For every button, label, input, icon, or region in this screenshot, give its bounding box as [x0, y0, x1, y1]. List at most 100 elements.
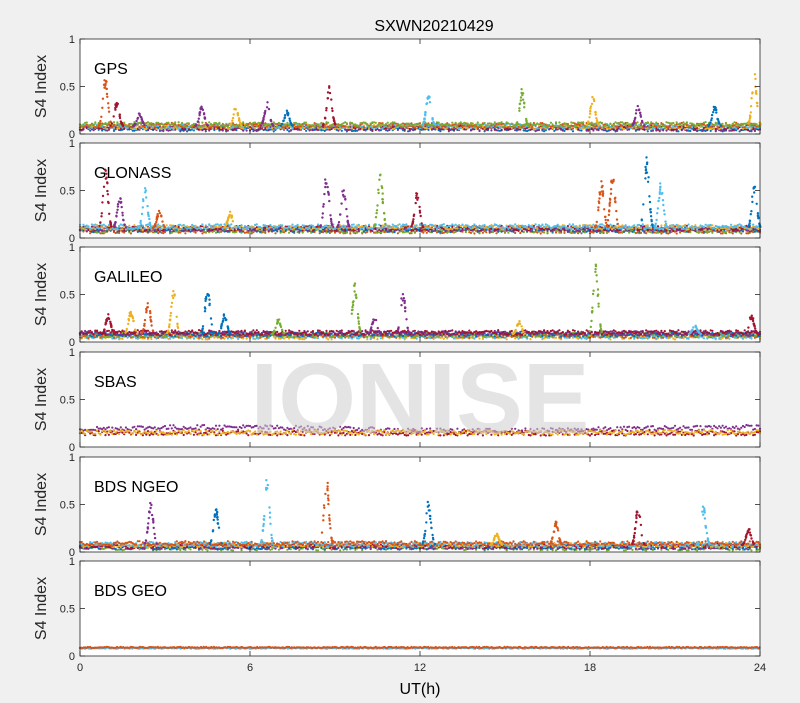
- data-point: [756, 102, 758, 104]
- data-point: [363, 231, 365, 233]
- data-point: [266, 101, 268, 103]
- data-point: [147, 126, 149, 128]
- data-point: [693, 123, 695, 125]
- data-point: [562, 129, 564, 131]
- data-point: [609, 123, 611, 125]
- data-point: [154, 230, 156, 232]
- data-point: [558, 232, 560, 234]
- data-point: [106, 230, 108, 232]
- data-point: [489, 126, 491, 128]
- data-point: [456, 126, 458, 128]
- data-point: [750, 105, 752, 107]
- data-point: [107, 102, 109, 104]
- data-point: [750, 126, 752, 128]
- data-point: [390, 126, 392, 128]
- data-point: [604, 125, 606, 127]
- data-point: [710, 119, 712, 121]
- data-point: [287, 112, 289, 114]
- data-point: [204, 116, 206, 118]
- data-point: [604, 129, 606, 131]
- data-point: [635, 112, 637, 114]
- data-point: [366, 123, 368, 125]
- data-point: [756, 123, 758, 125]
- data-point: [409, 128, 411, 130]
- data-point: [744, 126, 746, 128]
- data-point: [715, 111, 717, 113]
- data-point: [643, 125, 645, 127]
- data-point: [575, 128, 577, 130]
- data-point: [189, 231, 191, 233]
- data-point: [699, 231, 701, 233]
- data-point: [145, 229, 147, 231]
- data-point: [453, 231, 455, 233]
- data-point: [106, 124, 108, 126]
- data-point: [286, 110, 288, 112]
- data-point: [181, 122, 183, 124]
- data-point: [104, 83, 106, 85]
- data-point: [268, 127, 270, 129]
- data-point: [145, 123, 147, 125]
- data-point: [718, 231, 720, 233]
- data-point: [588, 116, 590, 118]
- data-point: [274, 232, 276, 234]
- data-point: [96, 125, 98, 127]
- data-point: [414, 126, 416, 128]
- data-point: [346, 122, 348, 124]
- data-point: [195, 124, 197, 126]
- data-point: [725, 231, 727, 233]
- data-point: [195, 232, 197, 234]
- data-point: [567, 230, 569, 232]
- data-point: [429, 101, 431, 103]
- data-point: [273, 130, 275, 132]
- data-point: [453, 129, 455, 131]
- data-point: [264, 128, 266, 130]
- data-point: [261, 122, 263, 124]
- data-point: [108, 111, 110, 113]
- data-point: [742, 230, 744, 232]
- data-point: [400, 123, 402, 125]
- y-axis-label: S4 Index: [33, 55, 50, 118]
- data-point: [523, 102, 525, 104]
- data-point: [351, 122, 353, 124]
- data-point: [101, 107, 103, 109]
- data-point: [725, 122, 727, 124]
- data-point: [750, 97, 752, 99]
- data-point: [427, 129, 429, 131]
- data-point: [450, 125, 452, 127]
- data-point: [686, 121, 688, 123]
- data-point: [672, 122, 674, 124]
- data-point: [240, 123, 242, 125]
- data-point: [246, 130, 248, 132]
- data-point: [560, 230, 562, 232]
- data-point: [714, 108, 716, 110]
- data-point: [523, 106, 525, 108]
- data-point: [711, 232, 713, 234]
- data-point: [223, 127, 225, 129]
- data-point: [315, 128, 317, 130]
- data-point: [639, 112, 641, 114]
- data-point: [212, 229, 214, 231]
- data-point: [558, 121, 560, 123]
- data-point: [270, 119, 272, 121]
- data-point: [591, 122, 593, 124]
- data-point: [84, 125, 86, 127]
- data-point: [730, 231, 732, 233]
- data-point: [378, 123, 380, 125]
- data-point: [233, 113, 235, 115]
- data-point: [677, 130, 679, 132]
- data-point: [660, 123, 662, 125]
- data-point: [325, 127, 327, 129]
- data-point: [533, 122, 535, 124]
- data-point: [184, 125, 186, 127]
- data-point: [424, 111, 426, 113]
- data-point: [291, 127, 293, 129]
- data-point: [611, 125, 613, 127]
- data-point: [520, 88, 522, 90]
- data-point: [647, 130, 649, 132]
- data-point: [586, 124, 588, 126]
- data-point: [212, 124, 214, 126]
- data-point: [331, 126, 333, 128]
- data-point: [201, 122, 203, 124]
- data-point: [595, 114, 597, 116]
- data-point: [118, 125, 120, 127]
